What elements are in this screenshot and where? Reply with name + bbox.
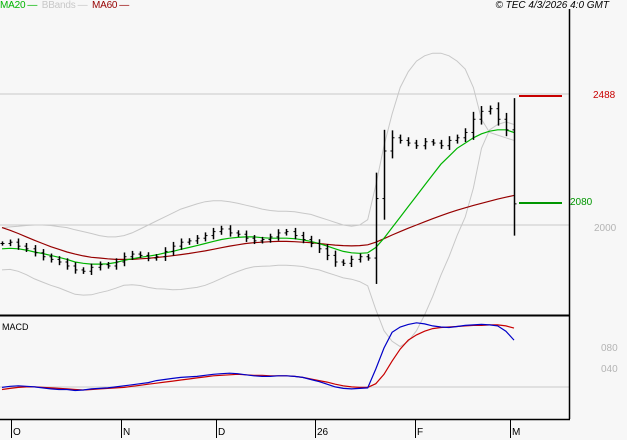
macd-lines [1,322,515,392]
legend: MA20— BBands — MA60— [0,0,131,12]
ma60-line [1,194,515,260]
bollinger-bands [1,52,515,348]
support-resistance-lines [519,95,562,204]
legend-ma60-label: MA60 [91,0,118,11]
price-bars [0,98,517,284]
legend-ma20-label: MA20 [0,0,26,11]
legend-ma20: MA20— [0,0,38,11]
copyright-timestamp: © TEC 4/3/2026 4:0 GMT [495,0,609,11]
legend-bbands-label: BBands [41,0,76,11]
x-label-oct: O [13,427,21,438]
x-label-nov: N [123,427,131,438]
x-label-feb: F [417,427,424,438]
legend-ma60: MA60— [91,0,130,11]
x-label-jan-26: 26 [317,427,329,438]
macd-panel-title: MACD [2,322,29,332]
price-grid [0,93,569,226]
y-label-resistance: 2488 [593,90,616,101]
macd-y-label-080: 080 [601,343,618,354]
x-label-mar: M [512,427,521,438]
x-axis-ticks [11,420,511,438]
y-label-grid: 2000 [594,223,617,234]
y-label-support: 2080 [570,197,593,208]
legend-bbands: BBands — [41,0,88,11]
x-label-dec: D [218,427,226,438]
macd-y-label-040: 040 [601,364,618,375]
chart-frame [0,9,571,421]
ma20-line [1,129,515,265]
